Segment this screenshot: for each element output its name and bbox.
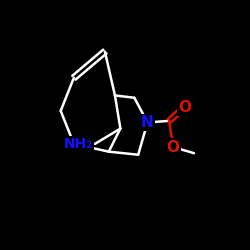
Text: O: O [178, 100, 191, 114]
Text: N: N [141, 115, 154, 130]
Text: NH₂: NH₂ [64, 137, 93, 151]
Text: O: O [166, 140, 179, 154]
